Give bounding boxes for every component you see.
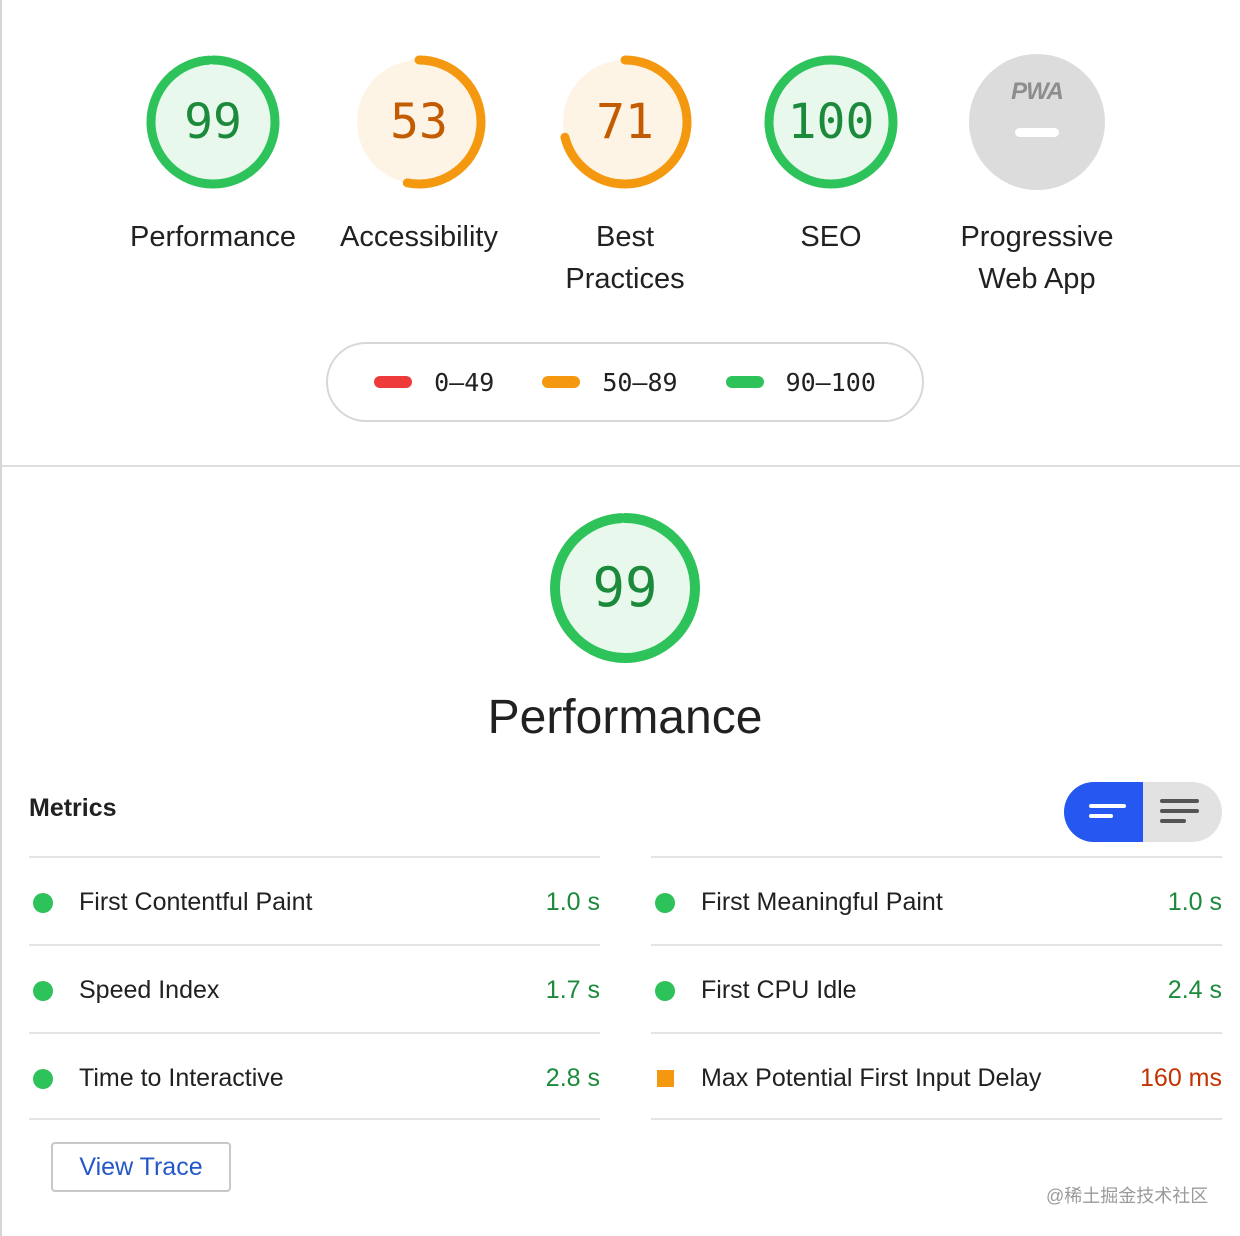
legend-item-average: 50–89 xyxy=(542,367,678,397)
metric-row: Time to Interactive 2.8 s xyxy=(29,1032,600,1120)
legend-range: 0–49 xyxy=(434,367,495,397)
gauge-score: 99 xyxy=(184,94,242,150)
gauge-background xyxy=(357,60,481,184)
metric-row: First CPU Idle 2.4 s xyxy=(651,944,1222,1032)
gauge-arc-svg xyxy=(764,55,898,189)
metric-name: Time to Interactive xyxy=(79,1064,284,1092)
metric-value: 1.7 s xyxy=(545,976,600,1004)
watermark: @稀土掘金技术社区 xyxy=(1046,1186,1209,1206)
metric-value: 1.0 s xyxy=(545,888,600,916)
metric-name: Speed Index xyxy=(79,976,220,1004)
gauge-best-practices[interactable]: 71 Best Practices xyxy=(520,50,730,300)
section-divider xyxy=(2,465,1240,467)
category-gauges: 99 Performance 53 Accessibility 71 Best … xyxy=(0,50,1240,320)
gauge-seo[interactable]: 100 SEO xyxy=(726,50,936,258)
compact-view-icon xyxy=(1089,804,1126,808)
gauge-score: 53 xyxy=(390,94,448,150)
gauge-background xyxy=(151,60,275,184)
gauge-arc xyxy=(764,55,898,189)
metric-name: First CPU Idle xyxy=(701,976,857,1004)
left-border xyxy=(0,0,2,1236)
gauge-score: 71 xyxy=(596,94,654,150)
metric-row: Max Potential First Input Delay 160 ms xyxy=(651,1032,1222,1120)
legend-item-pass: 90–100 xyxy=(725,367,876,397)
expanded-view-icon xyxy=(1160,799,1199,803)
gauge-arc xyxy=(558,55,692,189)
metrics-column-right: First Meaningful Paint 1.0 s First CPU I… xyxy=(651,856,1222,1120)
metric-value: 160 ms xyxy=(1140,1064,1222,1092)
metric-name: First Contentful Paint xyxy=(79,888,313,916)
pwa-badge: PWA xyxy=(965,50,1109,194)
legend-item-fail: 0–49 xyxy=(374,368,494,397)
gauge-label: SEO xyxy=(800,221,862,253)
metric-value: 2.4 s xyxy=(1167,976,1222,1004)
gauge-label: Best Practices xyxy=(565,221,685,295)
expanded-view-button[interactable] xyxy=(1143,782,1222,842)
metric-row: First Meaningful Paint 1.0 s xyxy=(651,856,1222,944)
pwa-circle-svg xyxy=(969,54,1105,190)
gauge-score: 100 xyxy=(787,94,875,150)
gauge-arc-svg xyxy=(146,55,280,189)
gauge-arc xyxy=(146,55,280,189)
pass-dot-icon xyxy=(655,981,675,1001)
average-square-icon xyxy=(657,1070,674,1087)
compact-view-button[interactable] xyxy=(1064,782,1143,842)
metric-value: 1.0 s xyxy=(1167,888,1222,916)
performance-score: 99 xyxy=(592,556,658,619)
gauge-pwa[interactable]: PWA Progressive Web App xyxy=(932,50,1142,300)
gauge-label: Accessibility xyxy=(340,221,498,253)
metric-value: 2.8 s xyxy=(545,1064,600,1092)
metric-name: First Meaningful Paint xyxy=(701,888,943,916)
gauge-arc-svg xyxy=(352,55,486,189)
gauge-ring: 100 xyxy=(759,50,903,194)
gauge-accessibility[interactable]: 53 Accessibility xyxy=(314,50,524,258)
legend-swatch xyxy=(725,376,764,388)
gauge-arc xyxy=(352,55,486,189)
gauge-performance[interactable]: 99 Performance xyxy=(108,50,318,258)
pass-dot-icon xyxy=(33,893,53,913)
pass-dot-icon xyxy=(33,981,53,1001)
gauge-label: Performance xyxy=(129,221,296,253)
gauge-label: Progressive Web App xyxy=(960,221,1114,295)
pass-dot-icon xyxy=(655,893,675,913)
metric-name: Max Potential First Input Delay xyxy=(701,1064,1042,1092)
gauge-background xyxy=(563,60,687,184)
gauge-ring: 71 xyxy=(553,50,697,194)
pwa-dash-icon xyxy=(1015,128,1059,137)
performance-gauge: 99 xyxy=(545,508,705,668)
legend-swatch xyxy=(374,376,413,388)
view-trace-button[interactable]: View Trace xyxy=(51,1142,231,1192)
metrics-column-left: First Contentful Paint 1.0 s Speed Index… xyxy=(29,856,600,1120)
performance-arc-svg xyxy=(550,513,700,663)
gauge-ring: 99 xyxy=(141,50,285,194)
gauge-background xyxy=(769,60,893,184)
legend-range: 90–100 xyxy=(785,367,876,397)
performance-title: Performance xyxy=(487,691,763,744)
pass-dot-icon xyxy=(33,1069,53,1089)
score-legend: 0–49 50–89 90–100 xyxy=(326,342,924,422)
metrics-view-toggle[interactable] xyxy=(1064,782,1222,842)
legend-swatch xyxy=(542,376,581,388)
legend-range: 50–89 xyxy=(602,367,678,397)
gauge-arc-svg xyxy=(558,55,692,189)
gauge-ring: 53 xyxy=(347,50,491,194)
metrics-heading: Metrics xyxy=(29,794,117,822)
pwa-logo-text: PWA xyxy=(1011,78,1064,105)
metric-row: First Contentful Paint 1.0 s xyxy=(29,856,600,944)
metric-row: Speed Index 1.7 s xyxy=(29,944,600,1032)
